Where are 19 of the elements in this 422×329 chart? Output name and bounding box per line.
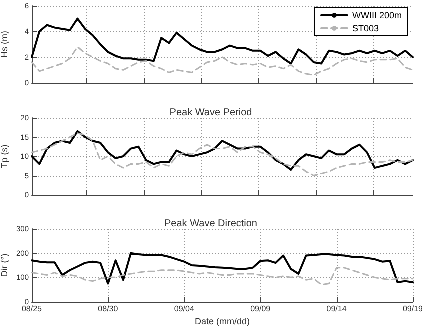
line-series <box>31 267 414 286</box>
x-tick-label: 08/25 <box>22 304 43 314</box>
line-series <box>31 132 414 176</box>
chart-title: Peak Wave Direction <box>164 218 258 230</box>
legend-label: ST003 <box>352 24 380 34</box>
line-series <box>31 130 414 171</box>
y-axis-title: Tp (s) <box>0 144 10 168</box>
x-tick-label: 09/09 <box>250 304 272 314</box>
legend-label: WWIII 200m <box>352 10 402 20</box>
y-axis-title: Dir (°) <box>0 254 10 278</box>
x-tick-label: 09/14 <box>326 304 348 314</box>
x-axis-title: Date (mm/dd) <box>194 316 250 326</box>
x-tick-label: 09/04 <box>174 304 195 314</box>
line-series <box>31 18 414 65</box>
chart-title: Peak Wave Period <box>170 108 252 118</box>
line-series <box>31 252 414 285</box>
line-series <box>31 46 414 76</box>
y-axis-title: Hs (m) <box>0 31 10 58</box>
x-tick-label: 08/30 <box>98 304 119 314</box>
